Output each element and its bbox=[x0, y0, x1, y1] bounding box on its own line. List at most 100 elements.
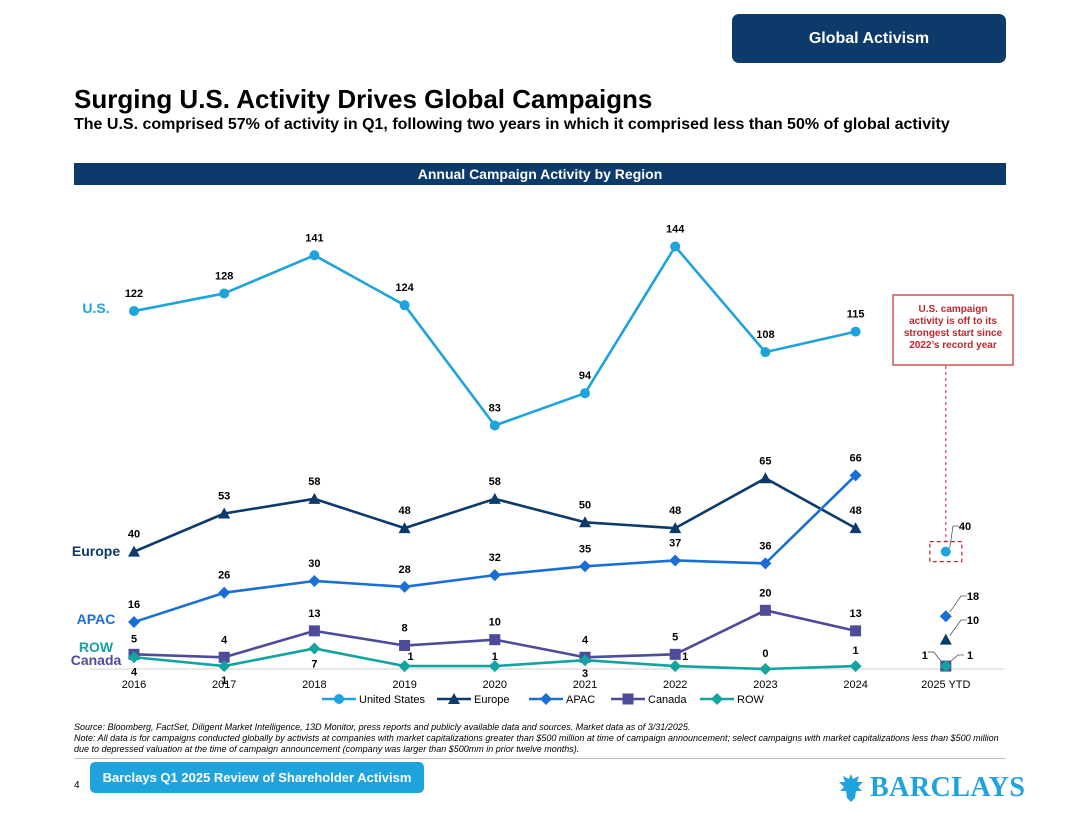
canada-value-label: 5 bbox=[131, 633, 137, 645]
row-value-label: 4 bbox=[131, 666, 138, 678]
united-states-value-label: 83 bbox=[489, 402, 501, 414]
canada-legend-marker bbox=[622, 693, 634, 705]
canada-point bbox=[669, 648, 681, 660]
europe-value-label: 48 bbox=[849, 505, 861, 517]
row-point bbox=[669, 660, 682, 673]
europe-point bbox=[398, 522, 411, 534]
europe-point bbox=[128, 545, 140, 557]
united-states-ytd-label: 40 bbox=[959, 521, 971, 533]
apac-value-label: 66 bbox=[849, 452, 861, 464]
callout-box bbox=[892, 294, 1014, 366]
united-states-value-label: 108 bbox=[756, 329, 774, 341]
row-value-label: 0 bbox=[762, 648, 768, 660]
europe-value-label: 40 bbox=[128, 529, 140, 541]
canada-ytd-leader bbox=[927, 651, 943, 663]
apac-value-label: 32 bbox=[489, 552, 501, 564]
europe-point bbox=[308, 492, 321, 504]
apac-legend-label: APAC bbox=[566, 694, 595, 706]
canada-value-label: 4 bbox=[221, 634, 228, 646]
canada-point bbox=[489, 634, 501, 646]
x-tick-label: 2017 bbox=[212, 679, 236, 691]
canada-point bbox=[850, 625, 862, 637]
apac-value-label: 36 bbox=[759, 540, 771, 552]
row-point bbox=[308, 642, 321, 655]
row-value-label: 1 bbox=[221, 675, 227, 687]
europe-point bbox=[669, 522, 682, 534]
europe-value-label: 65 bbox=[759, 455, 771, 467]
united-states-point bbox=[940, 546, 951, 557]
apac-value-label: 30 bbox=[308, 558, 320, 570]
x-tick-label: 2018 bbox=[302, 679, 326, 691]
canada-value-label: 8 bbox=[402, 623, 408, 635]
footer-divider bbox=[74, 758, 1006, 759]
footnotes: Source: Bloomberg, FactSet, Diligent Mar… bbox=[74, 722, 1006, 755]
page-subtitle: The U.S. comprised 57% of activity in Q1… bbox=[74, 116, 950, 133]
apac-point bbox=[669, 554, 682, 567]
brand-name: BARCLAYS bbox=[870, 772, 1026, 803]
united-states-point bbox=[760, 347, 771, 358]
apac-point bbox=[939, 610, 952, 623]
europe-point bbox=[488, 492, 501, 504]
row-value-label: 7 bbox=[311, 658, 317, 670]
europe-legend-label: Europe bbox=[474, 694, 509, 706]
canada-point bbox=[308, 625, 320, 637]
europe-line bbox=[133, 476, 857, 553]
apac-value-label: 28 bbox=[398, 564, 410, 576]
united-states-point bbox=[489, 420, 500, 431]
row-point bbox=[759, 663, 772, 675]
europe-point bbox=[218, 507, 231, 519]
united-states-value-label: 144 bbox=[666, 224, 685, 236]
canada-value-label: 4 bbox=[582, 634, 589, 646]
apac-ytd-leader bbox=[949, 595, 967, 613]
apac-point bbox=[759, 557, 772, 570]
canada-ytd-label: 1 bbox=[922, 650, 928, 662]
united-states-side-label: U.S. bbox=[82, 300, 109, 316]
row-value-label: 1 bbox=[853, 645, 859, 657]
x-tick-label: 2016 bbox=[122, 679, 146, 691]
canada-legend-label: Canada bbox=[648, 694, 687, 706]
apac-point bbox=[488, 569, 501, 582]
europe-value-label: 48 bbox=[398, 505, 410, 517]
eagle-icon bbox=[839, 774, 863, 802]
x-tick-label: 2021 bbox=[573, 679, 597, 691]
row-ytd-leader bbox=[949, 654, 964, 663]
row-value-label: 3 bbox=[582, 668, 588, 680]
united-states-value-label: 122 bbox=[125, 288, 143, 300]
united-states-legend-marker bbox=[334, 694, 344, 704]
canada-side-label: Canada bbox=[71, 652, 122, 668]
europe-ytd-leader bbox=[949, 619, 967, 636]
apac-value-label: 37 bbox=[669, 537, 681, 549]
row-value-label: 1 bbox=[682, 651, 688, 663]
united-states-point bbox=[850, 326, 861, 337]
row-point bbox=[128, 651, 140, 664]
apac-ytd-label: 18 bbox=[967, 591, 979, 603]
europe-point bbox=[939, 633, 952, 645]
row-side-label: ROW bbox=[79, 639, 114, 655]
x-tick-label: 2023 bbox=[753, 679, 777, 691]
europe-point bbox=[849, 522, 862, 534]
canada-value-label: 10 bbox=[489, 617, 501, 629]
united-states-ytd-leader bbox=[949, 525, 959, 548]
canada-value-label: 20 bbox=[759, 587, 771, 599]
apac-point bbox=[398, 580, 411, 593]
europe-value-label: 53 bbox=[218, 490, 230, 502]
united-states-point bbox=[129, 306, 139, 317]
apac-point bbox=[308, 574, 321, 587]
canada-point bbox=[759, 604, 771, 616]
barclays-logo: BARCLAYS bbox=[838, 770, 1025, 806]
row-point bbox=[398, 660, 411, 673]
page-number: 4 bbox=[74, 780, 80, 791]
united-states-value-label: 94 bbox=[579, 370, 592, 382]
apac-side-label: APAC bbox=[77, 611, 116, 627]
united-states-line bbox=[133, 245, 856, 427]
row-point bbox=[488, 660, 501, 673]
canada-value-label: 13 bbox=[308, 608, 320, 620]
united-states-point bbox=[580, 388, 590, 399]
united-states-point bbox=[309, 250, 320, 261]
united-states-point bbox=[219, 288, 230, 299]
europe-legend-marker bbox=[448, 693, 460, 704]
apac-value-label: 16 bbox=[128, 599, 140, 611]
x-tick-label: 2025 YTD bbox=[921, 679, 970, 691]
row-value-label: 1 bbox=[492, 651, 498, 663]
